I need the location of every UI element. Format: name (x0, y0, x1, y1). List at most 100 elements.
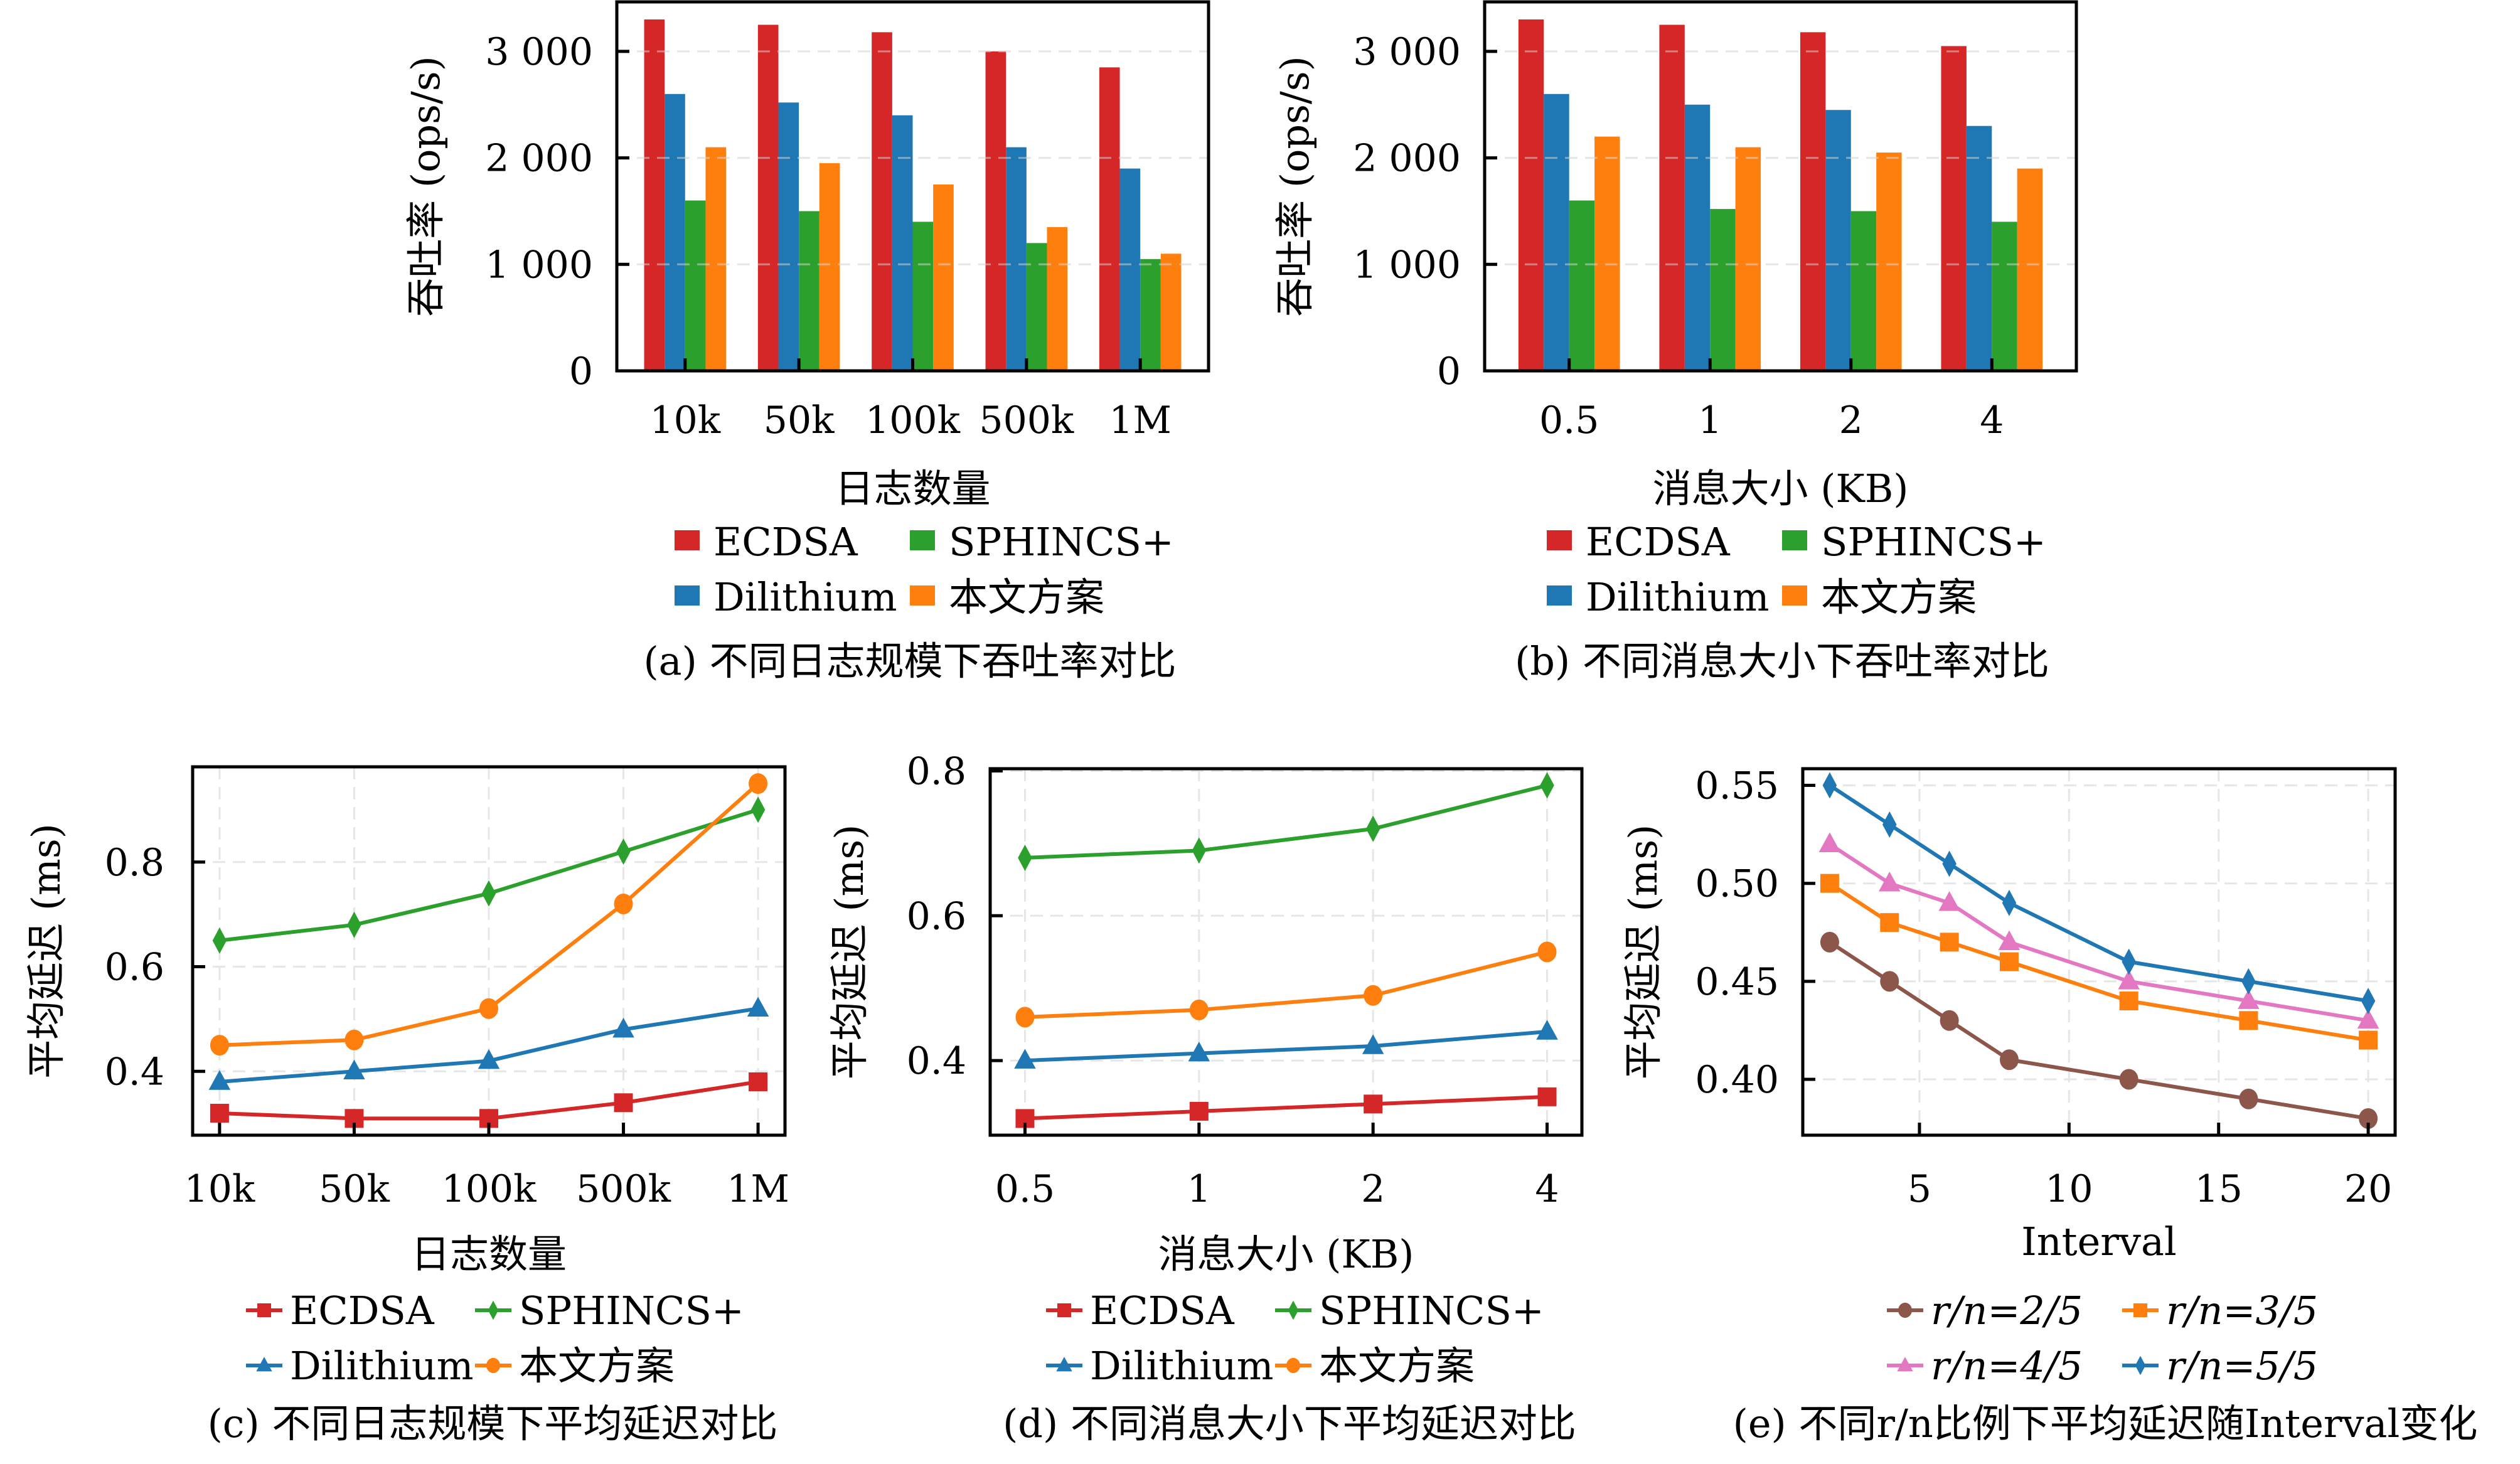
legend: ECDSA SPHINCS+ Dilithium 本文方案 (246, 1288, 744, 1389)
bar-series-SPHINCS+ (685, 200, 1161, 371)
legend-swatch (910, 530, 935, 550)
x-tick-label: 500k (576, 1167, 671, 1211)
series-line (1025, 783, 1548, 860)
bar (1992, 222, 2017, 371)
legend-label: 本文方案 (1319, 1343, 1475, 1389)
legend-marker (1898, 1302, 1912, 1318)
legend-label: SPHINCS+ (1319, 1288, 1544, 1333)
figure-caption: (d) 不同消息大小下平均延迟对比 (1003, 1401, 1576, 1446)
data-point (1364, 1094, 1383, 1114)
series-line (1025, 1029, 1547, 1063)
legend-item: r/n=4/5 (1887, 1343, 2083, 1389)
legend-item: r/n=2/5 (1887, 1288, 2083, 1333)
y-tick-label: 0 (569, 350, 593, 393)
legend-item: r/n=3/5 (2122, 1288, 2318, 1333)
legend: ECDSA SPHINCS+ Dilithium 本文方案 (1046, 1288, 1544, 1389)
bar (1710, 209, 1736, 371)
legend-swatch (1782, 585, 1807, 606)
legend-swatch (1782, 530, 1807, 550)
legend-item: r/n=5/5 (2122, 1343, 2318, 1389)
data-point (1999, 1049, 2019, 1071)
y-tick-label: 0.45 (1695, 960, 1779, 1004)
data-point (1820, 874, 1839, 893)
data-point (1879, 871, 1901, 892)
legend-label: 本文方案 (949, 574, 1104, 620)
series-line (1829, 940, 2369, 1121)
y-axis-label: 平均延迟 (ms) (23, 823, 69, 1079)
y-tick-label: 1 000 (485, 243, 593, 287)
data-point (1820, 931, 1839, 953)
legend: ECDSA SPHINCS+ Dilithium 本文方案 (675, 519, 1174, 620)
bar (1850, 211, 1877, 371)
y-tick-label: 0.55 (1695, 764, 1779, 808)
data-point (2359, 1030, 2378, 1050)
chart-panel-e: 0.40 0.45 0.50 0.55 5 10 15 20 平均延迟 (ms) Interval… (1620, 764, 2477, 1446)
bar (1941, 46, 1967, 371)
x-tick-label: 4 (1535, 1167, 1559, 1211)
data-point (614, 1093, 633, 1113)
legend-item: Dilithium (675, 574, 897, 620)
data-point (479, 998, 498, 1019)
x-tick-label: 15 (2195, 1167, 2243, 1211)
bar-series-本文方案 (705, 147, 1182, 371)
data-point (1362, 1034, 1384, 1054)
chart-panel-b: 0 1 000 2 000 3 000 0.5 1 2 4 吞吐率 (ops/s) 消息大小 (K… (1272, 0, 2078, 684)
legend-item: Dilithium (1547, 574, 1770, 620)
data-point (1365, 815, 1380, 842)
legend-marker (257, 1303, 271, 1317)
data-point (210, 1035, 229, 1056)
bar (757, 24, 779, 371)
legend-label: SPHINCS+ (949, 519, 1174, 565)
data-point (481, 880, 496, 907)
x-tick-label: 2 (1361, 1167, 1385, 1211)
gridlines (1803, 769, 2395, 1135)
data-point (1999, 952, 2019, 971)
line-series-SPHINCS+ (1018, 772, 1554, 871)
x-tick-label: 100k (865, 398, 961, 442)
data-point (2239, 1011, 2258, 1030)
chart-panel-d: 0.4 0.6 0.8 0.5 1 2 4 平均延迟 (ms) 消息大小 (KB) ECDSA SP… (826, 749, 1584, 1446)
legend-item: 本文方案 (1275, 1343, 1475, 1389)
series-line (1025, 1094, 1547, 1121)
legend-swatch (675, 585, 700, 606)
data-point (1940, 1010, 1959, 1031)
data-point (208, 1070, 231, 1090)
data-point (749, 1072, 768, 1091)
x-tick-label: 5 (1908, 1167, 1931, 1211)
data-point (1822, 772, 1837, 799)
line-series-r/n=2/5 (1820, 931, 2378, 1129)
data-point (2119, 991, 2138, 1011)
x-axis-label: Interval (2021, 1219, 2177, 1264)
data-point (1938, 891, 1960, 911)
y-tick-label: 0.50 (1695, 862, 1779, 906)
bar (1735, 147, 1761, 371)
legend-swatch (675, 530, 700, 550)
data-point (2357, 1008, 2379, 1029)
y-tick-label: 3 000 (485, 30, 593, 74)
line-series-SPHINCS+ (212, 796, 766, 954)
y-tick-label: 0.8 (907, 749, 966, 793)
legend-item: ECDSA (675, 519, 858, 565)
legend-item: SPHINCS+ (1275, 1288, 1544, 1333)
x-tick-label: 10 (2045, 1167, 2093, 1211)
plot-frame (1801, 767, 2397, 1137)
legend-marker (256, 1357, 272, 1372)
x-tick-label: 500k (979, 398, 1074, 442)
legend-label: SPHINCS+ (519, 1288, 744, 1333)
bar (1594, 136, 1620, 371)
legend-label: r/n=2/5 (1931, 1288, 2083, 1333)
legend: ECDSA SPHINCS+ Dilithium 本文方案 (1547, 519, 2046, 620)
bar-series-SPHINCS+ (1569, 200, 2017, 371)
legend: r/n=2/5 r/n=3/5 r/n=4/5 r/n=5/5 (1887, 1288, 2318, 1389)
y-tick-label: 3 000 (1353, 30, 1461, 74)
line-series-ECDSA (210, 1072, 768, 1128)
bar (1876, 152, 1902, 371)
bar (685, 200, 706, 371)
x-tick-label: 20 (2344, 1167, 2392, 1211)
data-point (1015, 1007, 1035, 1028)
bar (1099, 67, 1120, 371)
x-tick-label: 50k (319, 1167, 390, 1211)
line-series-Dilithium (208, 996, 769, 1090)
bar-series-ECDSA (1518, 19, 1967, 371)
line-series-本文方案 (1015, 941, 1557, 1028)
